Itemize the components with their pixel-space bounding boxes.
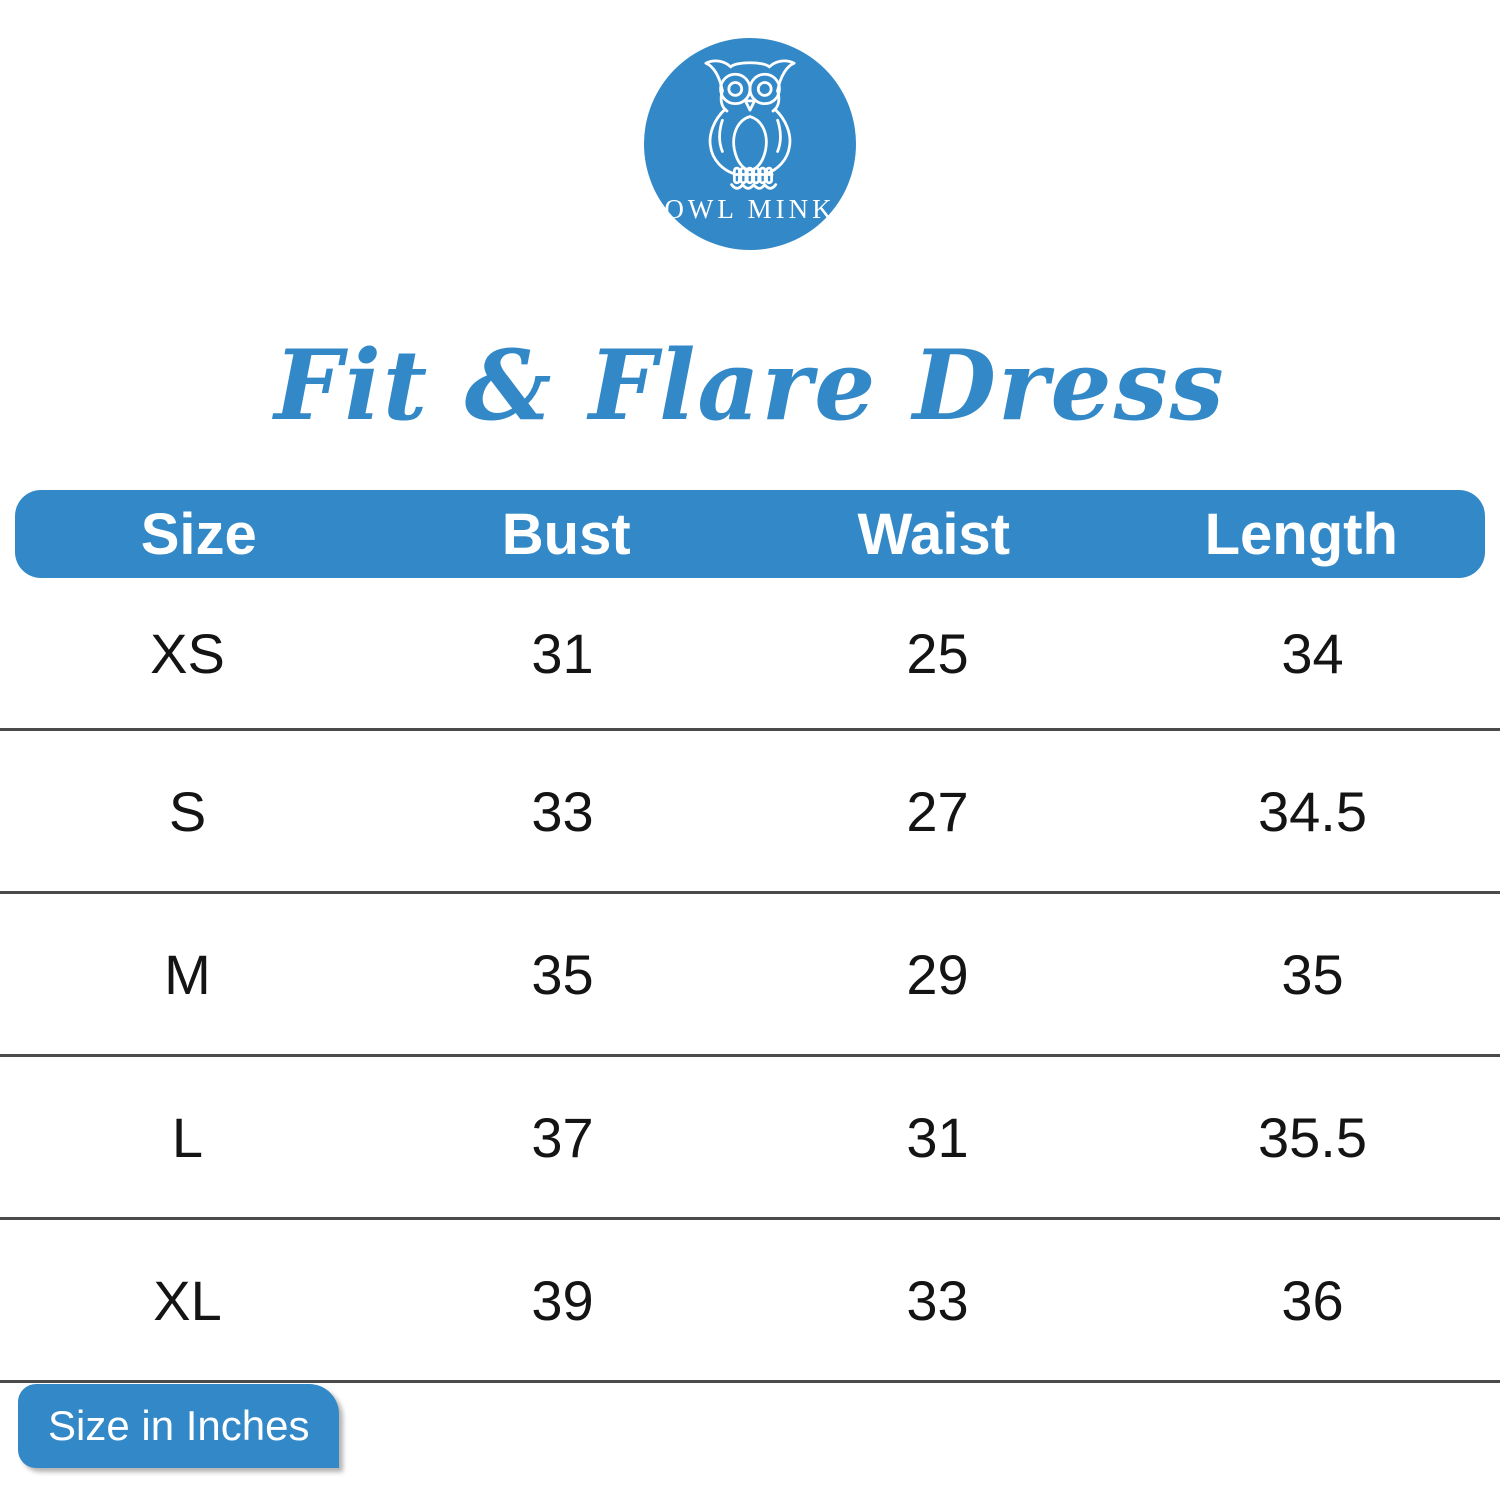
waist-value: 31 xyxy=(906,1105,969,1169)
length-value: 34.5 xyxy=(1258,779,1367,843)
size-value: M xyxy=(164,942,211,1006)
header-size: Size xyxy=(140,501,257,567)
length-value: 35 xyxy=(1281,942,1344,1006)
brand-logo: OWL MINK xyxy=(644,38,856,250)
bust-value: 35 xyxy=(531,942,594,1006)
brand-name: OWL MINK xyxy=(664,194,836,224)
length-value: 34 xyxy=(1281,621,1344,685)
page-title: Fit & Flare Dress xyxy=(274,329,1226,442)
owl-icon xyxy=(704,59,796,190)
table-row: XL 39 33 36 xyxy=(0,1220,1500,1383)
table-row: L 37 31 35.5 xyxy=(0,1057,1500,1220)
header-length: Length xyxy=(1204,501,1398,567)
bust-value: 39 xyxy=(531,1268,594,1332)
length-value: 35.5 xyxy=(1258,1105,1367,1169)
size-table: Size Bust Waist Length XS 31 25 34 S 33 … xyxy=(0,490,1500,1383)
waist-value: 29 xyxy=(906,942,969,1006)
waist-value: 27 xyxy=(906,779,969,843)
header-waist: Waist xyxy=(857,501,1011,567)
header-bust: Bust xyxy=(501,501,631,567)
table-row: S 33 27 34.5 xyxy=(0,731,1500,894)
size-value: XL xyxy=(153,1268,222,1332)
bust-value: 33 xyxy=(531,779,594,843)
bust-value: 37 xyxy=(531,1105,594,1169)
length-value: 36 xyxy=(1281,1268,1344,1332)
waist-value: 33 xyxy=(906,1268,969,1332)
waist-value: 25 xyxy=(906,621,969,685)
size-value: S xyxy=(168,779,207,843)
size-value: XS xyxy=(150,621,225,685)
bust-value: 31 xyxy=(531,621,594,685)
table-row: M 35 29 35 xyxy=(0,894,1500,1057)
units-badge: Size in Inches xyxy=(18,1384,340,1468)
table-row: XS 31 25 34 xyxy=(0,578,1500,731)
table-header-row: Size Bust Waist Length xyxy=(15,490,1485,578)
size-value: L xyxy=(171,1105,204,1169)
